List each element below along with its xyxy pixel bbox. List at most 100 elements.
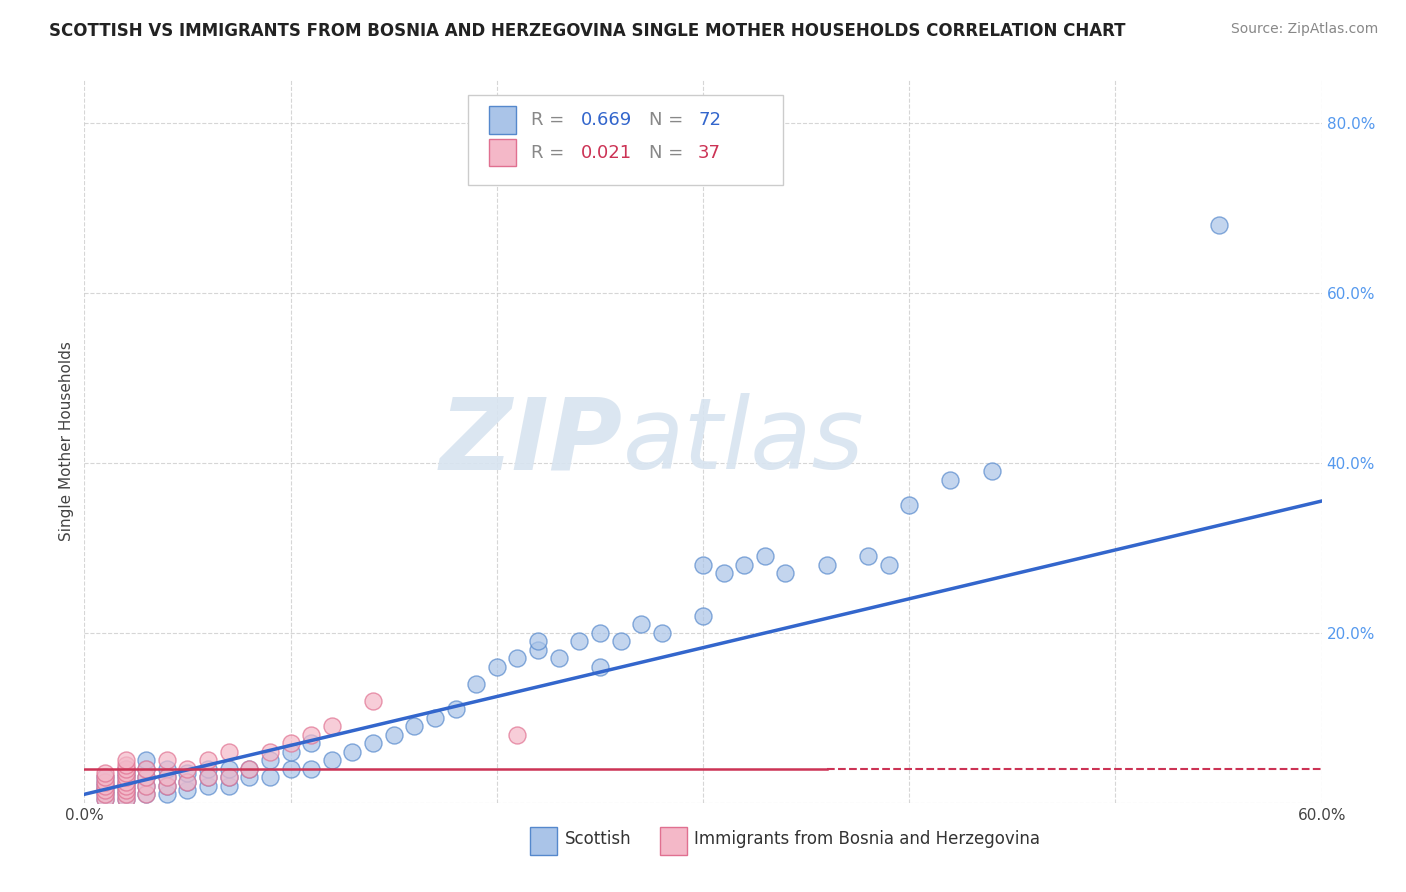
Point <box>135 753 157 767</box>
Point <box>94 779 117 793</box>
Text: N =: N = <box>648 111 683 129</box>
Point <box>856 549 879 564</box>
Point <box>980 464 1002 478</box>
Point <box>321 719 343 733</box>
Point <box>176 762 198 776</box>
Point <box>1208 218 1230 232</box>
Point <box>218 762 240 776</box>
Point <box>506 728 529 742</box>
Point <box>218 770 240 784</box>
Point <box>321 753 343 767</box>
Point <box>280 762 302 776</box>
Point <box>238 762 260 776</box>
Point <box>156 770 179 784</box>
Point <box>94 783 117 797</box>
Text: SCOTTISH VS IMMIGRANTS FROM BOSNIA AND HERZEGOVINA SINGLE MOTHER HOUSEHOLDS CORR: SCOTTISH VS IMMIGRANTS FROM BOSNIA AND H… <box>49 22 1126 40</box>
Point <box>135 762 157 776</box>
Point <box>404 719 426 733</box>
FancyBboxPatch shape <box>468 95 783 185</box>
Point <box>156 779 179 793</box>
Point <box>299 728 322 742</box>
Point <box>197 770 219 784</box>
Point <box>733 558 755 572</box>
Point <box>361 694 384 708</box>
Bar <box>489 106 516 134</box>
Point <box>299 762 322 776</box>
Point <box>176 766 198 780</box>
Point <box>361 736 384 750</box>
Point <box>94 787 117 801</box>
Point <box>898 498 921 512</box>
Point <box>238 770 260 784</box>
Point <box>114 787 136 801</box>
Text: 0.669: 0.669 <box>581 111 631 129</box>
Point <box>114 766 136 780</box>
Point <box>114 774 136 789</box>
Point <box>94 766 117 780</box>
Point <box>114 791 136 805</box>
Point <box>197 779 219 793</box>
Text: Source: ZipAtlas.com: Source: ZipAtlas.com <box>1230 22 1378 37</box>
Point <box>135 779 157 793</box>
Point <box>877 558 900 572</box>
Point <box>114 770 136 784</box>
Point <box>527 634 550 648</box>
Point <box>754 549 776 564</box>
Point <box>630 617 652 632</box>
Point <box>713 566 735 581</box>
Text: Scottish: Scottish <box>564 830 631 848</box>
Point <box>114 762 136 776</box>
Point <box>692 608 714 623</box>
Point <box>156 787 179 801</box>
Point <box>114 774 136 789</box>
Point <box>176 774 198 789</box>
Text: N =: N = <box>648 144 683 161</box>
Point <box>259 745 281 759</box>
Bar <box>659 828 688 855</box>
Point <box>114 770 136 784</box>
Point <box>135 787 157 801</box>
Point <box>280 736 302 750</box>
Point <box>589 660 612 674</box>
Point <box>197 762 219 776</box>
Point <box>94 787 117 801</box>
Text: 72: 72 <box>697 111 721 129</box>
Text: ZIP: ZIP <box>440 393 623 490</box>
Point <box>94 783 117 797</box>
Point <box>94 791 117 805</box>
Point <box>114 757 136 772</box>
Y-axis label: Single Mother Households: Single Mother Households <box>59 342 75 541</box>
Point <box>609 634 631 648</box>
Text: R =: R = <box>531 111 564 129</box>
Point <box>259 753 281 767</box>
Point <box>114 779 136 793</box>
Point <box>465 677 488 691</box>
Point <box>176 783 198 797</box>
Point <box>299 736 322 750</box>
Point <box>114 791 136 805</box>
Point <box>135 787 157 801</box>
Point <box>94 779 117 793</box>
Point <box>114 753 136 767</box>
Point <box>135 770 157 784</box>
Point <box>156 770 179 784</box>
Point <box>156 762 179 776</box>
Point <box>485 660 508 674</box>
Point <box>342 745 364 759</box>
Point <box>94 770 117 784</box>
Point <box>280 745 302 759</box>
Point <box>135 770 157 784</box>
Point <box>651 625 673 640</box>
Point <box>218 779 240 793</box>
Point <box>94 774 117 789</box>
Point <box>815 558 838 572</box>
Point <box>156 753 179 767</box>
Point <box>197 770 219 784</box>
Point <box>423 711 446 725</box>
Text: 37: 37 <box>697 144 721 161</box>
Point <box>547 651 569 665</box>
Point <box>506 651 529 665</box>
Point <box>939 473 962 487</box>
Point <box>114 783 136 797</box>
Point <box>114 779 136 793</box>
